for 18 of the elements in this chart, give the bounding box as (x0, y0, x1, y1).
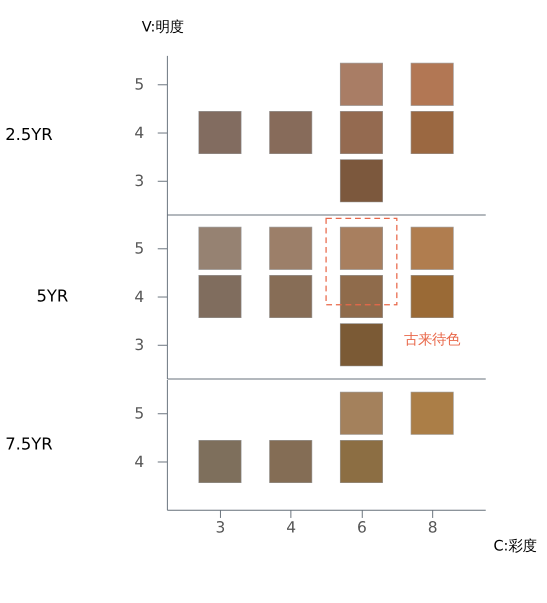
y-tick-label: 4 (134, 124, 144, 142)
y-tick-label: 4 (134, 452, 144, 471)
x-tick-label: 6 (357, 518, 367, 536)
text: 5YR (36, 286, 68, 306)
x-tick-label: 4 (286, 518, 296, 536)
x-tick-label: 3 (216, 518, 226, 536)
y-tick-label: 3 (134, 172, 144, 190)
y-tick-label: 3 (134, 336, 144, 354)
x-axis-title: C:彩度 (493, 538, 536, 555)
y-axis-title: V:明度 (142, 20, 184, 36)
text: 7.5YR (5, 434, 53, 454)
y-tick-label: 5 (134, 240, 144, 258)
y-tick-label: 4 (134, 288, 144, 306)
y-tick-label: 5 (134, 76, 144, 94)
x-tick-label: 8 (428, 518, 438, 536)
text: 2.5YR (5, 124, 53, 144)
annotation: 古来待色 (404, 332, 460, 348)
y-tick-label: 5 (134, 404, 144, 423)
